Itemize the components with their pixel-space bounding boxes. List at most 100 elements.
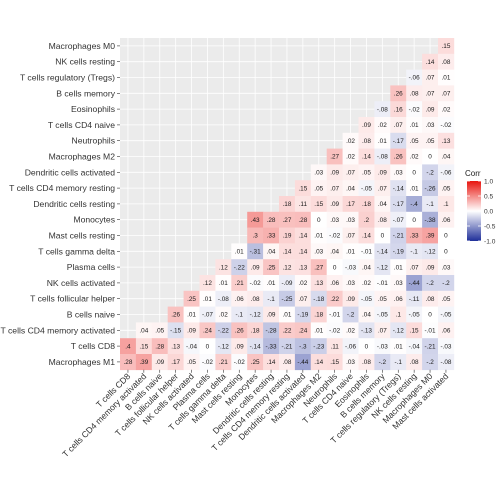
heatmap-cell — [294, 180, 312, 197]
heatmap-cell — [247, 243, 264, 260]
cell-value-label: 0 — [206, 343, 210, 350]
heatmap-cell — [167, 322, 184, 339]
cell-value-label: .05 — [362, 170, 371, 177]
y-tick-label: T cells follicular helper — [30, 294, 115, 304]
heatmap-cell — [406, 211, 423, 228]
cell-value-label: .07 — [410, 264, 419, 271]
heatmap-cell — [374, 322, 391, 339]
cell-value-label: .27 — [283, 217, 292, 224]
cell-value-label: -.01 — [329, 312, 340, 319]
heatmap-cell — [167, 338, 184, 355]
cell-value-label: -.22 — [218, 328, 229, 335]
heatmap-cell — [294, 322, 312, 339]
heatmap-cell — [215, 322, 232, 339]
cell-value-label: -.06 — [440, 170, 451, 177]
cell-value-label: .13 — [442, 138, 451, 145]
heatmap-cell — [358, 148, 375, 165]
y-tick-label: Macrophages M0 — [49, 41, 116, 51]
heatmap-cell — [358, 180, 375, 197]
cell-value-label: .09 — [187, 328, 196, 335]
cell-value-label: -.19 — [393, 249, 404, 256]
heatmap-cell — [406, 180, 423, 197]
heatmap-cell — [438, 227, 455, 244]
heatmap-cell — [263, 354, 280, 371]
heatmap-cell — [247, 259, 264, 276]
cell-value-label: .08 — [410, 359, 419, 366]
heatmap-cell — [406, 69, 423, 86]
heatmap-cell — [247, 306, 264, 323]
cell-value-label: .07 — [426, 75, 435, 82]
heatmap-cell — [183, 338, 200, 355]
heatmap-cell — [263, 290, 280, 307]
heatmap-cell — [279, 322, 296, 339]
heatmap-cell — [358, 243, 375, 260]
cell-value-label: -.2 — [426, 359, 434, 366]
heatmap-cell — [358, 211, 375, 228]
cell-value-label: .07 — [346, 170, 355, 177]
heatmap-cell — [247, 322, 264, 339]
cell-value-label: .03 — [394, 170, 403, 177]
cell-value-label: -.03 — [377, 343, 388, 350]
heatmap-cell — [374, 196, 391, 213]
cell-value-label: -.01 — [361, 249, 372, 256]
cell-value-label: -.21 — [425, 343, 436, 350]
heatmap-cell — [342, 164, 359, 181]
heatmap-cell — [390, 85, 407, 102]
cell-value-label: .12 — [283, 264, 292, 271]
cell-value-label: -.07 — [393, 217, 404, 224]
heatmap-cell — [422, 275, 439, 292]
heatmap-cell — [390, 243, 407, 260]
heatmap-cell — [358, 132, 375, 149]
heatmap-cell — [247, 290, 264, 307]
heatmap-cell — [326, 275, 343, 292]
cell-value-label: .19 — [283, 233, 292, 240]
heatmap-cell — [342, 290, 359, 307]
cell-value-label: -.19 — [297, 312, 308, 319]
heatmap-cell — [374, 211, 391, 228]
cell-value-label: .02 — [346, 154, 355, 161]
heatmap-cell — [199, 290, 216, 307]
y-tick-label: T cells CD4 memory resting — [9, 183, 115, 193]
cell-value-label: .04 — [362, 264, 371, 271]
cell-value-label: .14 — [362, 154, 371, 161]
heatmap-cell — [390, 227, 407, 244]
cell-value-label: .12 — [203, 280, 212, 287]
heatmap-cell — [438, 196, 455, 213]
legend-tick-label: 0.5 — [484, 193, 493, 200]
heatmap-cell — [358, 259, 375, 276]
cell-value-label: .43 — [251, 217, 260, 224]
cell-value-label: .07 — [378, 185, 387, 192]
heatmap-cell — [422, 132, 439, 149]
cell-value-label: -.01 — [425, 328, 436, 335]
heatmap-cell — [342, 354, 359, 371]
cell-value-label: 0 — [444, 249, 448, 256]
heatmap-cell — [326, 290, 343, 307]
cell-value-label: -.2 — [442, 280, 450, 287]
cell-value-label: .01 — [442, 75, 451, 82]
cell-value-label: .04 — [378, 201, 387, 208]
cell-value-label: .14 — [267, 359, 276, 366]
y-tick-label: T cells CD4 naive — [48, 120, 115, 130]
cell-value-label: .09 — [267, 312, 276, 319]
heatmap-cell — [342, 211, 359, 228]
heatmap-cell — [438, 243, 455, 260]
y-tick-label: Monocytes — [73, 215, 115, 225]
cell-value-label: .15 — [442, 43, 451, 50]
heatmap-cell — [215, 306, 232, 323]
heatmap-cell — [390, 101, 407, 118]
heatmap-cell — [422, 354, 439, 371]
cell-value-label: .02 — [298, 280, 307, 287]
cell-value-label: -.4 — [410, 201, 418, 208]
cell-value-label: .01 — [410, 122, 419, 129]
heatmap-cell — [294, 275, 312, 292]
heatmap-cell — [326, 243, 343, 260]
cell-value-label: .17 — [346, 201, 355, 208]
cell-value-label: -.1 — [267, 296, 275, 303]
cell-value-label: -.25 — [281, 296, 292, 303]
cell-value-label: .14 — [298, 249, 307, 256]
heatmap-cell — [231, 275, 248, 292]
heatmap-cell — [406, 132, 423, 149]
heatmap-cell — [199, 306, 216, 323]
